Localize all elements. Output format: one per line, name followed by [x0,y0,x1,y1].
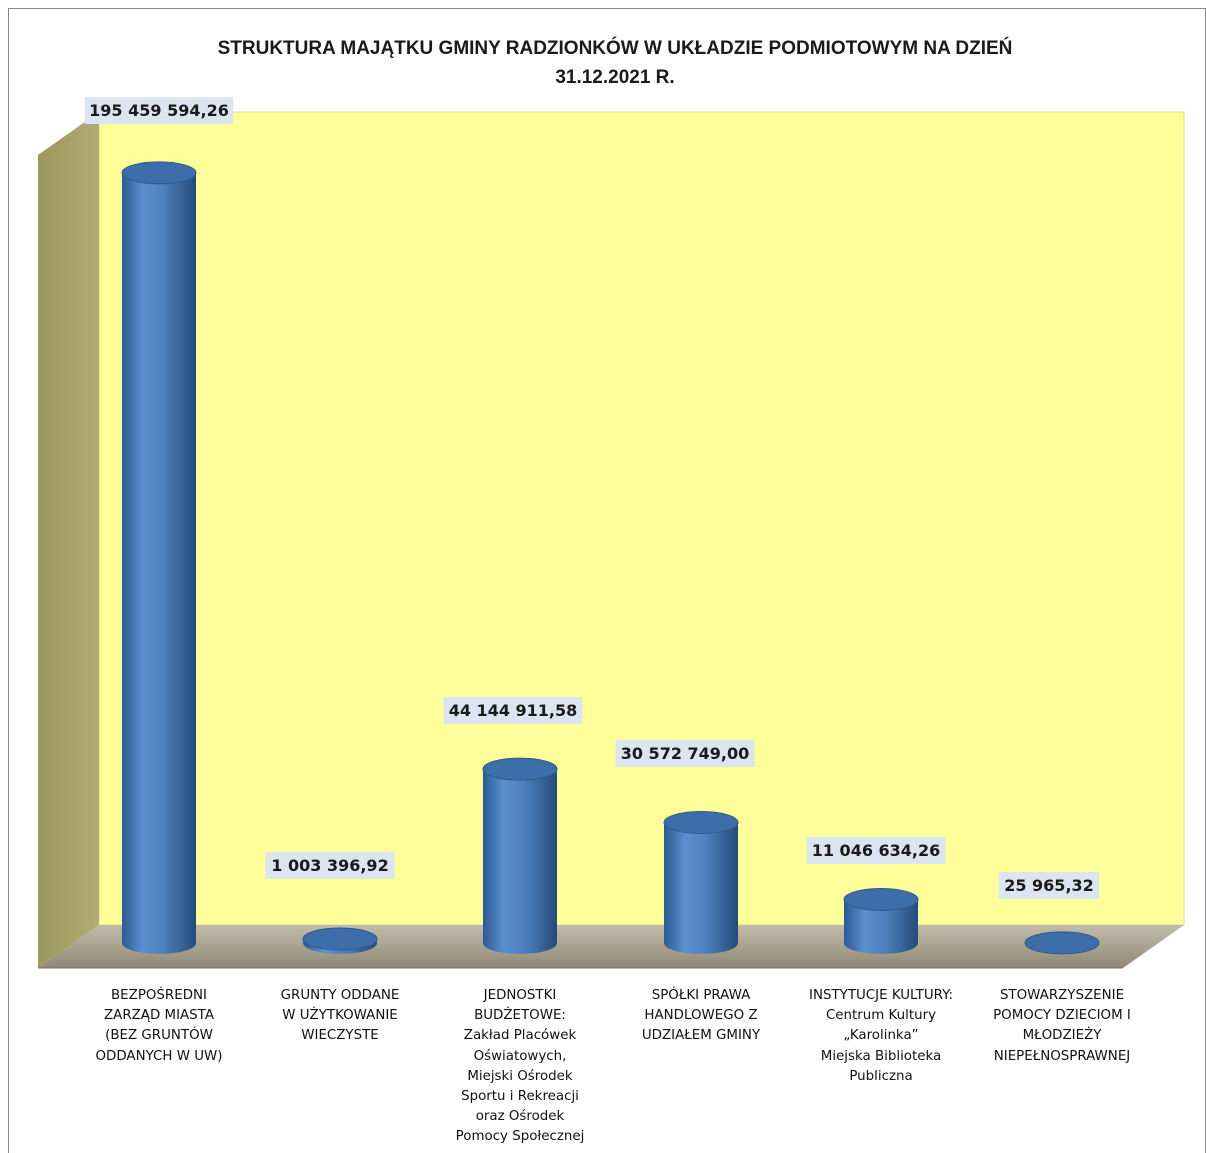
bar-0 [121,161,197,954]
bar-5 [1024,931,1100,955]
bar-body-0 [122,172,196,954]
data-label-bg-4 [806,837,946,864]
category-label-line: INSTYTUCJE KULTURY: [809,988,953,1003]
bar-3 [663,811,739,954]
category-label-line: UDZIAŁEM GMINY [641,1028,761,1044]
category-label-line: ODDANYCH W UW) [95,1048,223,1064]
data-label-bg-1 [265,852,395,879]
data-label-text-2: 44 144 911,58 [449,701,578,720]
bar-body-3 [664,822,738,954]
floor [38,925,1184,968]
bar-body-2 [483,769,557,954]
bars-layer [121,161,1100,955]
category-label-line: NIEPEŁNOSPRAWNEJ [993,1048,1131,1064]
category-label-line: GRUNTY ODDANE [280,988,400,1003]
category-label-line: SPÓŁKI PRAWA [651,988,751,1003]
chart-title: STRUKTURA MAJĄTKU GMINY RADZIONKÓW W UKŁ… [100,34,1130,92]
data-label-text-5: 25 965,32 [1004,876,1094,895]
category-label-line: W UŻYTKOWANIE [282,1008,398,1024]
chart-title-line-1: STRUKTURA MAJĄTKU GMINY RADZIONKÓW W UKŁ… [217,38,1013,59]
data-label-bg-5 [998,872,1100,899]
category-label-line: Centrum Kultury [825,1008,937,1024]
category-label-line: Publiczna [849,1068,913,1084]
category-label-line: HANDLOWEGO Z [644,1008,758,1024]
category-label-line: oraz Ośrodek [475,1109,565,1125]
category-label-line: BUDŻETOWE: [474,1008,566,1024]
category-label-line: (BEZ GRUNTÓW [105,1028,213,1044]
bar-top-0 [121,161,197,185]
data-label-bg-2 [443,697,583,724]
category-label-2: JEDNOSTKI BUDŻETOWE: Zakład Placówek Oświat… [434,986,606,1148]
data-label-2: 44 144 911,58 [443,697,583,724]
category-label-5: STOWARZYSZENIE POMOCY DZIECIOM I MŁODZIEŻY… [976,986,1148,1067]
category-label-3: SPÓŁKI PRAWA HANDLOWEGO Z UDZIAŁEM GMINY [615,986,787,1047]
data-label-1: 1 003 396,92 [265,852,395,879]
category-label-line: Oświatowych, [473,1048,567,1064]
category-label-1: GRUNTY ODDANE W UŻYTKOWANIE WIECZYSTE [254,986,426,1047]
data-label-text-4: 11 046 634,26 [812,841,941,860]
data-label-text-0: 195 459 594,26 [89,101,229,120]
chart-title-line-2: 31.12.2021 R. [555,67,675,88]
data-label-4: 11 046 634,26 [806,837,946,864]
category-label-line: Miejski Ośrodek [467,1068,573,1084]
data-label-bg-3 [615,740,755,767]
category-label-line: WIECZYSTE [301,1028,379,1044]
bar-top-3 [663,811,739,835]
bar-2 [482,757,558,954]
category-label-0: BEZPOŚREDNI ZARZĄD MIASTA (BEZ GRUNTÓW ODDA… [73,986,245,1067]
category-label-line: BEZPOŚREDNI [111,988,207,1003]
data-label-bg-0 [84,97,234,124]
category-label-4: INSTYTUCJE KULTURY: Centrum Kultury „Karol… [795,986,967,1087]
data-label-3: 30 572 749,00 [615,740,755,767]
data-label-text-1: 1 003 396,92 [271,856,388,875]
category-label-line: Zakład Placówek [463,1028,577,1044]
category-label-line: „Karolinka” [843,1028,919,1044]
category-label-line: JEDNOSTKI [483,988,557,1003]
bar-body-4 [844,899,918,954]
bar-top-5 [1024,931,1100,955]
data-label-text-3: 30 572 749,00 [621,744,750,763]
category-label-line: Pomocy Społecznej [455,1129,585,1145]
category-label-line: ZARZĄD MIASTA [103,1008,214,1024]
category-label-line: POMOCY DZIECIOM I [993,1008,1131,1024]
data-label-5: 25 965,32 [998,872,1100,899]
data-label-0: 195 459 594,26 [84,97,234,124]
bar-1 [302,927,378,954]
category-label-line: MŁODZIEŻY [1022,1028,1102,1044]
bar-top-2 [482,757,558,781]
category-label-line: Sportu i Rekreacji [461,1089,579,1105]
category-label-line: STOWARZYSZENIE [999,988,1125,1003]
back-wall [98,111,1185,926]
bar-4 [843,887,919,954]
bar-top-4 [843,887,919,911]
category-label-line: Miejska Biblioteka [820,1048,942,1064]
side-wall [38,112,99,968]
bar-top-1 [302,927,378,951]
data-labels-layer: 195 459 594,26 1 003 396,92 44 144 911,58 3… [84,97,1100,899]
